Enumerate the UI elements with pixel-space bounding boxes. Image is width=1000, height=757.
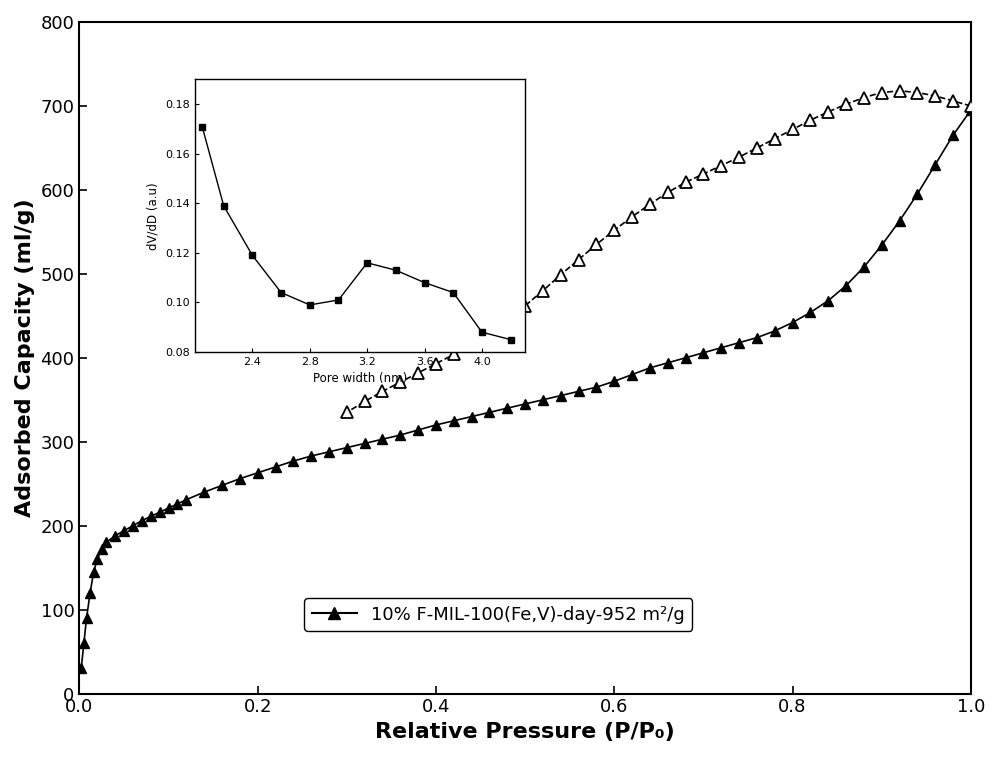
X-axis label: Relative Pressure (P/P₀): Relative Pressure (P/P₀): [375, 722, 675, 742]
Y-axis label: dV/dD (a.u): dV/dD (a.u): [147, 182, 160, 250]
Y-axis label: Adsorbed Capacity (ml/g): Adsorbed Capacity (ml/g): [15, 198, 35, 517]
X-axis label: Pore width (nm): Pore width (nm): [313, 372, 407, 385]
Legend: 10% F-MIL-100(Fe,V)-day-952 m²/g: 10% F-MIL-100(Fe,V)-day-952 m²/g: [304, 598, 692, 631]
